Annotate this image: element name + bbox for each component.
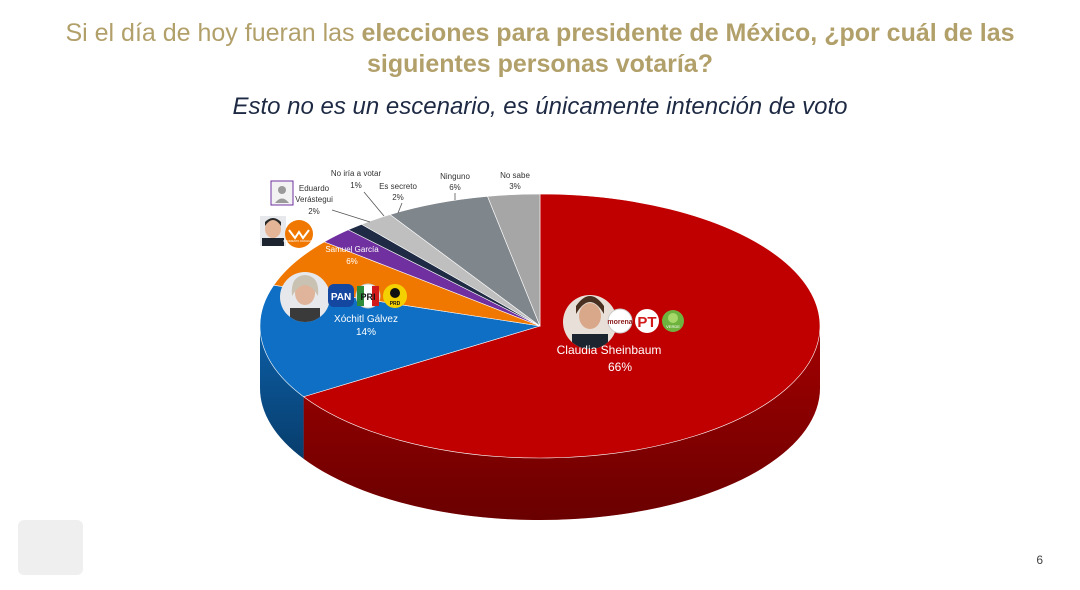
galvez-badges: PAN PRI PRD — [280, 272, 407, 322]
pan-logo-text: PAN — [331, 292, 351, 303]
prd-logo-text: PRD — [390, 301, 401, 307]
pie-slice-xochitl-galvez — [259, 284, 541, 398]
label-es-secreto-value: 2% — [392, 193, 404, 202]
leader-no-iria — [363, 191, 385, 217]
mc-logo-text: MOVIMIENTO CIUDADANO — [283, 240, 315, 243]
label-no-sabe-name: No sabe — [500, 171, 530, 180]
label-ninguno-name: Ninguno — [440, 172, 470, 181]
label-ninguno-value: 6% — [449, 183, 461, 192]
chart-subtitle: Esto no es un escenario, es únicamente i… — [232, 93, 848, 120]
pie-slice-claudia-sheinbaum — [302, 193, 821, 459]
label-galvez-value: 14% — [356, 327, 376, 338]
label-no-sabe-value: 3% — [509, 182, 521, 191]
label-sheinbaum-value: 66% — [608, 360, 632, 374]
pan-logo — [328, 284, 354, 307]
label-galvez-name: Xóchitl Gálvez — [334, 314, 398, 325]
leader-es-secreto — [397, 202, 403, 214]
label-garcia-name: Samuel García — [325, 245, 379, 254]
pie-slices — [259, 193, 821, 459]
label-no-iria-name: No iría a votar — [331, 169, 382, 178]
verastegui-badge — [270, 180, 294, 206]
leader-lines — [331, 191, 456, 223]
pie-slice-no-sabe — [487, 193, 541, 327]
label-sheinbaum-name: Claudia Sheinbaum — [557, 343, 662, 357]
pt-logo-text: PT — [637, 314, 656, 331]
verde-logo-text: VERDE — [666, 324, 680, 329]
pri-logo-text: PRI — [360, 292, 375, 302]
pie-side-shade-claudia-sheinbaum — [303, 326, 820, 520]
morena-logo-text: morena — [607, 319, 632, 326]
label-verastegui-name-1: Eduardo — [299, 184, 330, 193]
pt-logo — [635, 309, 659, 333]
label-garcia-value: 6% — [346, 257, 358, 266]
mc-logo — [285, 220, 313, 248]
page-number: 6 — [1036, 553, 1043, 567]
label-es-secreto-name: Es secreto — [379, 182, 417, 191]
label-verastegui-value: 2% — [308, 207, 320, 216]
chart-title: Si el día de hoy fueran las elecciones p… — [60, 18, 1020, 80]
title-bold: elecciones para presidente de México, ¿p… — [361, 19, 1015, 78]
data-labels: Claudia Sheinbaum 66% Xóchitl Gálvez 14%… — [295, 169, 661, 374]
morena-logo — [607, 308, 633, 334]
corner-placeholder — [18, 520, 83, 575]
leader-verastegui — [331, 209, 371, 223]
label-verastegui-name-2: Verástegui — [295, 195, 333, 204]
garcia-badges: MOVIMIENTO CIUDADANO — [260, 216, 315, 248]
sheinbaum-badges: morena PT VERDE — [563, 295, 684, 349]
label-no-iria-value: 1% — [350, 181, 362, 190]
pie-sides — [260, 326, 820, 520]
pie-side-shade-xochitl-galvez — [260, 326, 304, 459]
title-normal: Si el día de hoy fueran las — [65, 19, 362, 47]
